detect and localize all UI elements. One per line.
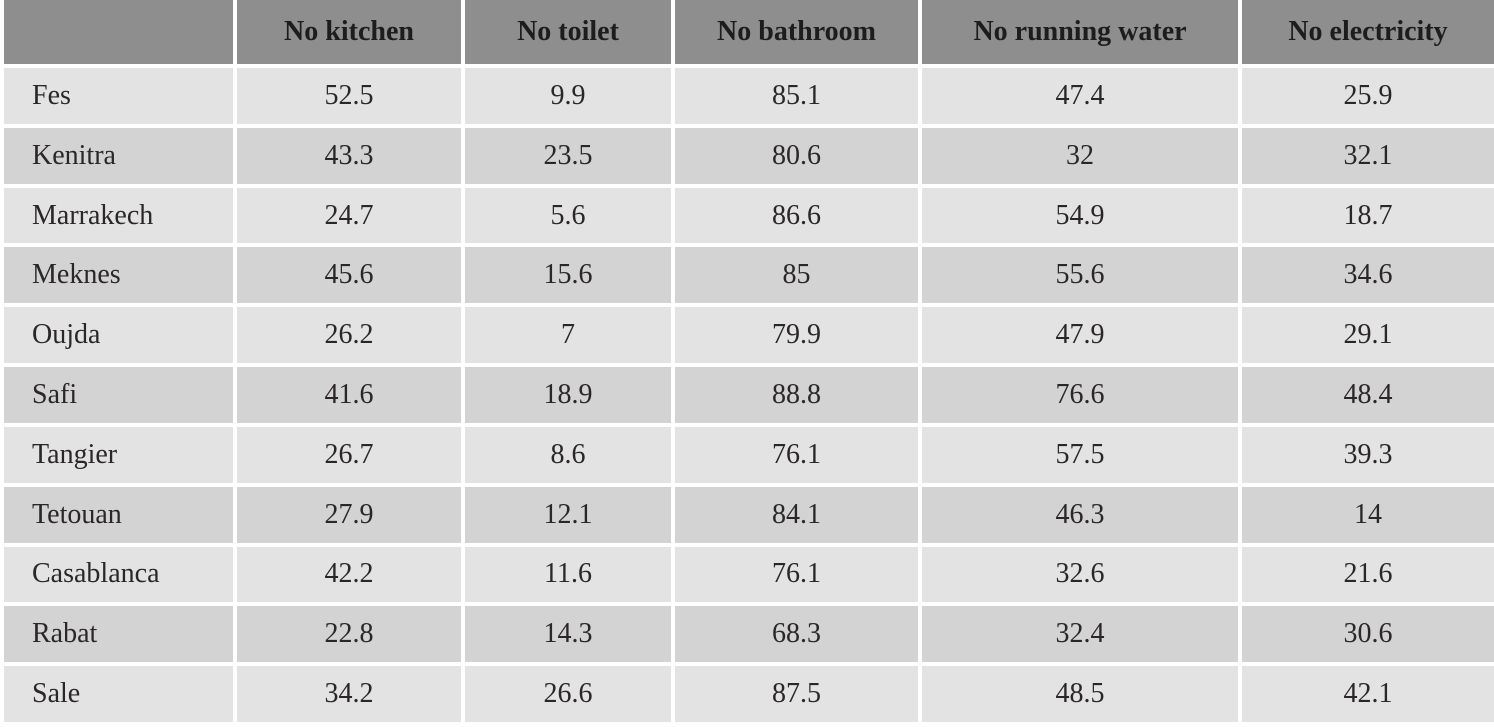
table-row-meknes: Meknes 45.6 15.6 85 55.6 34.6 <box>4 247 1494 304</box>
table-cell: 21.6 <box>1242 546 1494 603</box>
table-cell: 18.7 <box>1242 187 1494 244</box>
table-cell: 9.9 <box>465 68 671 124</box>
table-cell: 88.8 <box>675 367 918 423</box>
table-cell: 45.6 <box>237 247 461 304</box>
table-row-sale: Sale 34.2 26.6 87.5 48.5 42.1 <box>4 666 1494 722</box>
row-header: Sale <box>4 666 233 722</box>
table-cell: 46.3 <box>922 486 1238 543</box>
table-cell: 8.6 <box>465 426 671 483</box>
table-cell: 14.3 <box>465 606 671 663</box>
table-cell: 29.1 <box>1242 307 1494 364</box>
table-cell: 57.5 <box>922 426 1238 483</box>
table-cell: 84.1 <box>675 486 918 543</box>
table-cell: 68.3 <box>675 606 918 663</box>
row-header: Fes <box>4 68 233 124</box>
table-cell: 34.2 <box>237 666 461 722</box>
table-cell: 24.7 <box>237 187 461 244</box>
table-cell: 15.6 <box>465 247 671 304</box>
table-cell: 80.6 <box>675 127 918 184</box>
table-cell: 23.5 <box>465 127 671 184</box>
table-cell: 5.6 <box>465 187 671 244</box>
table-cell: 42.2 <box>237 546 461 603</box>
row-header: Tetouan <box>4 486 233 543</box>
row-header: Oujda <box>4 307 233 364</box>
row-header: Meknes <box>4 247 233 304</box>
table-cell: 55.6 <box>922 247 1238 304</box>
column-header-no-kitchen: No kitchen <box>237 0 461 64</box>
row-header: Tangier <box>4 426 233 483</box>
table-cell: 34.6 <box>1242 247 1494 304</box>
table-cell: 11.6 <box>465 546 671 603</box>
table-row-oujda: Oujda 26.2 7 79.9 47.9 29.1 <box>4 307 1494 364</box>
column-header-no-running-water: No running water <box>922 0 1238 64</box>
table-cell: 47.9 <box>922 307 1238 364</box>
table-cell: 86.6 <box>675 187 918 244</box>
table-cell: 32.1 <box>1242 127 1494 184</box>
table-cell: 39.3 <box>1242 426 1494 483</box>
table-row-casablanca: Casablanca 42.2 11.6 76.1 32.6 21.6 <box>4 546 1494 603</box>
table-cell: 26.7 <box>237 426 461 483</box>
table-cell: 43.3 <box>237 127 461 184</box>
table-cell: 26.6 <box>465 666 671 722</box>
table-cell: 7 <box>465 307 671 364</box>
table-cell: 48.5 <box>922 666 1238 722</box>
table-cell: 52.5 <box>237 68 461 124</box>
table-cell: 76.1 <box>675 546 918 603</box>
table-cell: 47.4 <box>922 68 1238 124</box>
table-cell: 12.1 <box>465 486 671 543</box>
table-cell: 54.9 <box>922 187 1238 244</box>
table-cell: 25.9 <box>1242 68 1494 124</box>
table-cell: 32.4 <box>922 606 1238 663</box>
table-row-rabat: Rabat 22.8 14.3 68.3 32.4 30.6 <box>4 606 1494 663</box>
table-row-kenitra: Kenitra 43.3 23.5 80.6 32 32.1 <box>4 127 1494 184</box>
table-cell: 30.6 <box>1242 606 1494 663</box>
column-header-no-bathroom: No bathroom <box>675 0 918 64</box>
table-row-fes: Fes 52.5 9.9 85.1 47.4 25.9 <box>4 68 1494 124</box>
row-header: Casablanca <box>4 546 233 603</box>
column-header-no-electricity: No electricity <box>1242 0 1494 64</box>
table-cell: 18.9 <box>465 367 671 423</box>
table-cell: 26.2 <box>237 307 461 364</box>
table-row-tangier: Tangier 26.7 8.6 76.1 57.5 39.3 <box>4 426 1494 483</box>
table-cell: 76.1 <box>675 426 918 483</box>
table-cell: 85 <box>675 247 918 304</box>
row-header: Kenitra <box>4 127 233 184</box>
table-cell: 79.9 <box>675 307 918 364</box>
table-cell: 41.6 <box>237 367 461 423</box>
table-cell: 14 <box>1242 486 1494 543</box>
table-cell: 42.1 <box>1242 666 1494 722</box>
table-header-row: No kitchen No toilet No bathroom No runn… <box>4 0 1494 64</box>
table-cell: 48.4 <box>1242 367 1494 423</box>
column-header-no-toilet: No toilet <box>465 0 671 64</box>
corner-header-cell <box>4 0 233 64</box>
table-cell: 32.6 <box>922 546 1238 603</box>
table-row-safi: Safi 41.6 18.9 88.8 76.6 48.4 <box>4 367 1494 423</box>
table-cell: 76.6 <box>922 367 1238 423</box>
row-header: Marrakech <box>4 187 233 244</box>
table-cell: 27.9 <box>237 486 461 543</box>
table-cell: 87.5 <box>675 666 918 722</box>
row-header: Safi <box>4 367 233 423</box>
row-header: Rabat <box>4 606 233 663</box>
table-row-tetouan: Tetouan 27.9 12.1 84.1 46.3 14 <box>4 486 1494 543</box>
table-row-marrakech: Marrakech 24.7 5.6 86.6 54.9 18.7 <box>4 187 1494 244</box>
table-cell: 22.8 <box>237 606 461 663</box>
table-cell: 85.1 <box>675 68 918 124</box>
table-cell: 32 <box>922 127 1238 184</box>
